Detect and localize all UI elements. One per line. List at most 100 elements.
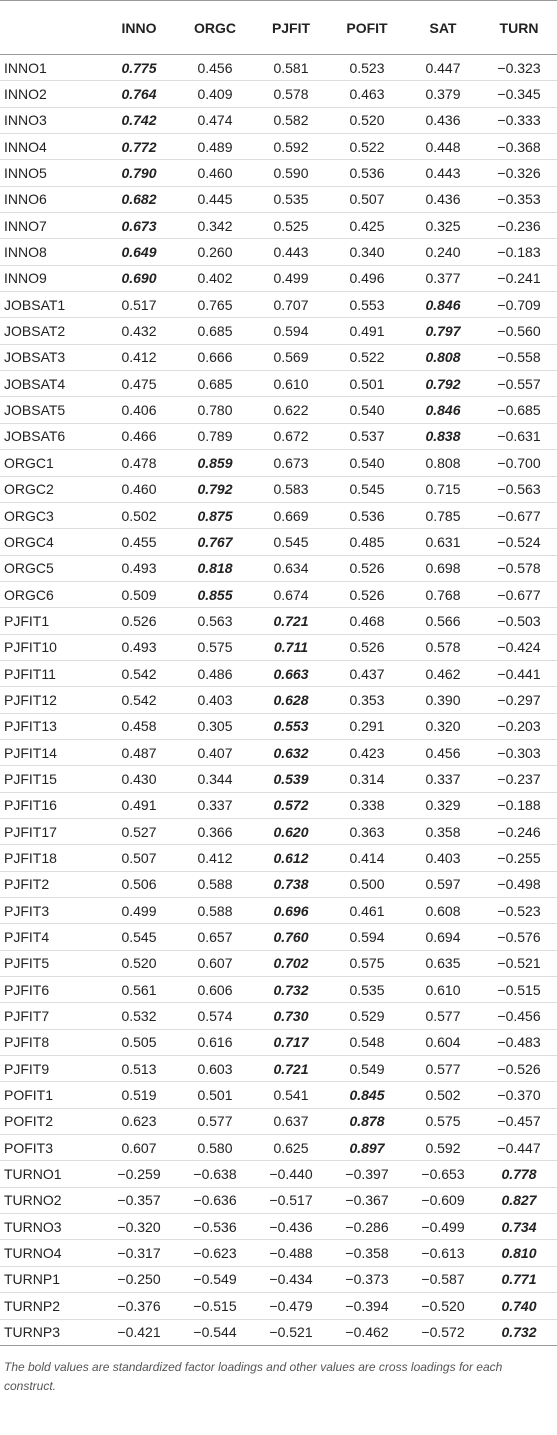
table-row: PJFIT7 0.532 0.574 0.730 0.529 0.577 −0.456 (0, 1002, 557, 1030)
cell: 0.628 (253, 686, 329, 714)
cell: −0.560 (481, 317, 557, 345)
cell: 0.499 (253, 265, 329, 293)
table-row: PJFIT2 0.506 0.588 0.738 0.500 0.597 −0.498 (0, 871, 557, 899)
cell: 0.432 (101, 317, 177, 345)
cell: 0.541 (253, 1081, 329, 1109)
cell: 0.785 (405, 502, 481, 530)
cell: 0.486 (177, 660, 253, 688)
cell: 0.563 (177, 607, 253, 635)
cell: −0.557 (481, 370, 557, 398)
cell: 0.414 (329, 844, 405, 872)
row-label: TURNP2 (0, 1292, 101, 1320)
row-label: ORGC5 (0, 555, 101, 582)
cell: 0.407 (177, 739, 253, 767)
cell: 0.569 (253, 344, 329, 372)
cell: 0.581 (253, 54, 329, 82)
row-label: ORGC6 (0, 581, 101, 609)
cell: 0.491 (101, 792, 177, 819)
cell: 0.468 (329, 607, 405, 635)
table-row: JOBSAT2 0.432 0.685 0.594 0.491 0.797 −0.560 (0, 317, 557, 345)
table-row: PJFIT9 0.513 0.603 0.721 0.549 0.577 −0.526 (0, 1055, 557, 1083)
cell: 0.501 (329, 370, 405, 398)
cell: 0.445 (177, 186, 253, 214)
cell: −0.636 (177, 1187, 253, 1215)
table-row: PJFIT5 0.520 0.607 0.702 0.575 0.635 −0.521 (0, 950, 557, 978)
cell: 0.717 (253, 1029, 329, 1057)
cell: 0.580 (177, 1134, 253, 1162)
cell: −0.297 (481, 686, 557, 714)
cell: 0.539 (253, 765, 329, 793)
cell: 0.846 (405, 396, 481, 424)
cell: 0.635 (405, 950, 481, 978)
cell: −0.203 (481, 713, 557, 740)
row-label: PJFIT1 (0, 607, 101, 635)
cell: 0.517 (101, 291, 177, 319)
cell: 0.694 (405, 923, 481, 951)
cell: −0.613 (405, 1239, 481, 1267)
row-label: PJFIT16 (0, 792, 101, 819)
cell: 0.610 (253, 370, 329, 398)
cell: 0.443 (253, 238, 329, 266)
cell: −0.563 (481, 476, 557, 503)
cell: −0.286 (329, 1213, 405, 1241)
table-row: ORGC1 0.478 0.859 0.673 0.540 0.808 −0.700 (0, 449, 557, 477)
cell: 0.859 (177, 449, 253, 477)
cell: 0.734 (481, 1213, 557, 1241)
table-row: POFIT3 0.607 0.580 0.625 0.897 0.592 −0.447 (0, 1134, 557, 1162)
cell: −0.572 (405, 1319, 481, 1346)
cell: 0.505 (101, 1029, 177, 1057)
cell: 0.632 (253, 739, 329, 767)
cell: 0.540 (329, 396, 405, 424)
cell: 0.406 (101, 396, 177, 424)
cell: 0.532 (101, 1002, 177, 1030)
cell: 0.500 (329, 871, 405, 899)
column-header: SAT (405, 0, 481, 55)
row-label: JOBSAT3 (0, 344, 101, 372)
cell: 0.597 (405, 871, 481, 899)
column-header: INNO (101, 0, 177, 55)
cell: 0.672 (253, 423, 329, 451)
cell: 0.493 (101, 555, 177, 582)
cell: −0.376 (101, 1292, 177, 1320)
cell: 0.592 (405, 1134, 481, 1162)
cell: 0.846 (405, 291, 481, 319)
header-cell (0, 0, 101, 55)
cell: −0.558 (481, 344, 557, 372)
cell: 0.485 (329, 528, 405, 556)
cell: −0.623 (177, 1239, 253, 1267)
cell: 0.603 (177, 1055, 253, 1083)
cell: 0.875 (177, 502, 253, 530)
table-row: INNO9 0.690 0.402 0.499 0.496 0.377 −0.241 (0, 265, 557, 293)
cell: −0.609 (405, 1187, 481, 1215)
row-label: INNO6 (0, 186, 101, 214)
cell: 0.542 (101, 686, 177, 714)
cell: 0.305 (177, 713, 253, 740)
cell: −0.544 (177, 1319, 253, 1346)
row-label: INNO3 (0, 107, 101, 135)
row-label: PJFIT17 (0, 818, 101, 846)
table-row: PJFIT11 0.542 0.486 0.663 0.437 0.462 −0.441 (0, 660, 557, 688)
row-label: JOBSAT5 (0, 396, 101, 424)
cell: 0.493 (101, 634, 177, 661)
cell: 0.594 (329, 923, 405, 951)
cell: 0.425 (329, 212, 405, 240)
cell: 0.475 (101, 370, 177, 398)
row-label: TURNP3 (0, 1319, 101, 1346)
cell: 0.523 (329, 54, 405, 82)
cell: 0.575 (405, 1108, 481, 1136)
table-row: INNO8 0.649 0.260 0.443 0.340 0.240 −0.183 (0, 238, 557, 266)
cell: 0.612 (253, 844, 329, 872)
cell: 0.548 (329, 1029, 405, 1057)
cell: 0.353 (329, 686, 405, 714)
cell: 0.448 (405, 133, 481, 161)
row-label: PJFIT8 (0, 1029, 101, 1057)
cell: −0.250 (101, 1266, 177, 1294)
cell: −0.424 (481, 634, 557, 661)
cell: 0.707 (253, 291, 329, 319)
row-label: PJFIT4 (0, 923, 101, 951)
cell: 0.575 (177, 634, 253, 661)
cell: 0.634 (253, 555, 329, 582)
cell: 0.738 (253, 871, 329, 899)
cell: 0.540 (329, 449, 405, 477)
